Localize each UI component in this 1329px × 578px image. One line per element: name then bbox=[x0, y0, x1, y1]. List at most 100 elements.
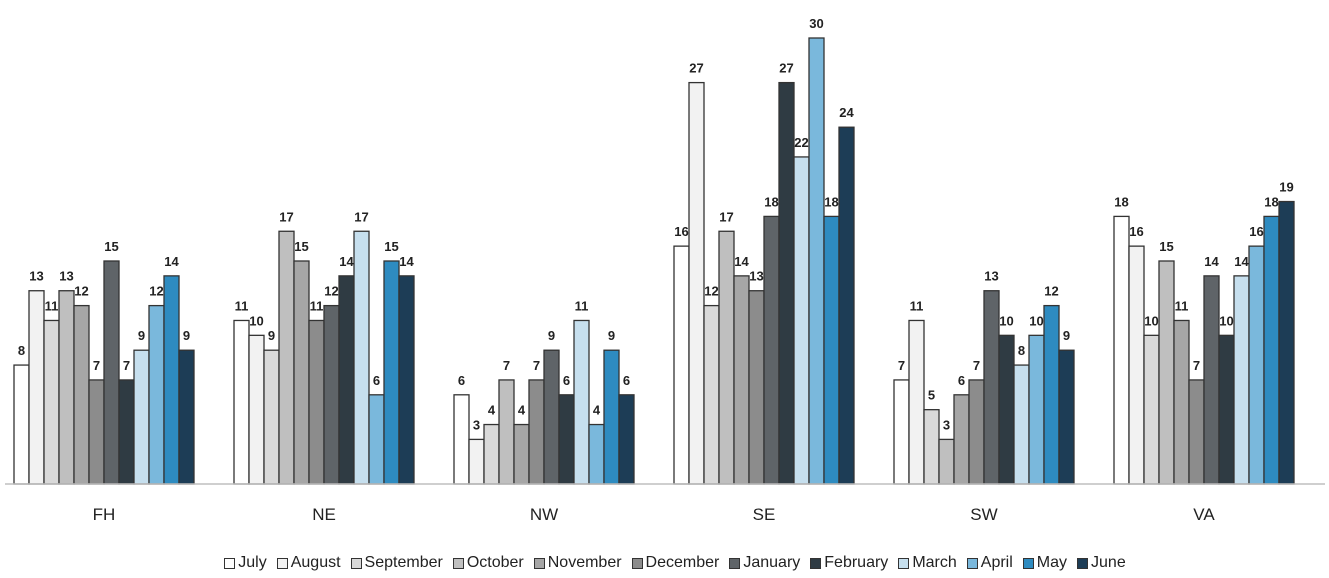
data-label-fh-may: 14 bbox=[164, 254, 179, 269]
data-label-sw-april: 10 bbox=[1029, 313, 1043, 328]
bar-fh-may bbox=[163, 275, 180, 485]
data-label-sw-september: 5 bbox=[928, 388, 935, 403]
category-label-va: VA bbox=[1193, 505, 1215, 524]
legend-swatch bbox=[898, 557, 910, 569]
bar-sw-july bbox=[893, 379, 910, 485]
legend-label: December bbox=[645, 554, 720, 571]
legend-label: October bbox=[466, 554, 524, 571]
bar-ne-october bbox=[278, 230, 295, 485]
data-label-nw-december: 7 bbox=[533, 358, 540, 373]
legend-swatch bbox=[1077, 557, 1089, 569]
data-label-sw-august: 11 bbox=[910, 298, 924, 313]
data-label-va-may: 18 bbox=[1264, 194, 1278, 209]
data-label-va-february: 10 bbox=[1219, 313, 1233, 328]
legend-swatch bbox=[966, 557, 978, 569]
bar-se-february bbox=[778, 81, 795, 485]
bar-va-february bbox=[1218, 334, 1235, 485]
bar-ne-july bbox=[233, 319, 250, 485]
legend-swatch bbox=[224, 557, 236, 569]
bar-ne-june bbox=[398, 275, 415, 485]
data-label-va-october: 15 bbox=[1159, 239, 1173, 254]
legend-item-may: May bbox=[1022, 554, 1067, 572]
data-label-nw-march: 11 bbox=[575, 298, 589, 313]
legend-item-september: September bbox=[350, 554, 443, 572]
legend-item-march: March bbox=[898, 554, 957, 572]
data-label-ne-june: 14 bbox=[399, 254, 414, 269]
data-label-sw-march: 8 bbox=[1018, 343, 1025, 358]
legend-item-july: July bbox=[224, 554, 267, 572]
bar-nw-december bbox=[528, 379, 545, 485]
bar-sw-january bbox=[983, 290, 1000, 485]
bar-ne-march bbox=[353, 230, 370, 485]
data-label-fh-june: 9 bbox=[183, 328, 190, 343]
bar-ne-april bbox=[368, 394, 385, 485]
legend-item-february: February bbox=[810, 554, 888, 572]
bar-se-january bbox=[763, 215, 780, 485]
bar-nw-august bbox=[468, 438, 485, 485]
data-label-va-august: 16 bbox=[1129, 224, 1143, 239]
legend-item-june: June bbox=[1077, 554, 1126, 572]
data-label-nw-october: 7 bbox=[503, 358, 510, 373]
legend-swatch bbox=[350, 557, 362, 569]
bar-va-january bbox=[1203, 275, 1220, 485]
data-label-ne-april: 6 bbox=[373, 373, 380, 388]
bar-fh-february bbox=[118, 379, 135, 485]
data-label-nw-july: 6 bbox=[458, 373, 465, 388]
data-label-va-july: 18 bbox=[1114, 194, 1128, 209]
data-label-fh-september: 11 bbox=[45, 298, 59, 313]
bar-nw-november bbox=[513, 423, 530, 485]
bar-ne-january bbox=[323, 304, 340, 485]
category-label-nw: NW bbox=[530, 505, 558, 524]
data-label-se-october: 17 bbox=[719, 209, 733, 224]
data-label-nw-february: 6 bbox=[563, 373, 570, 388]
bar-fh-july bbox=[13, 364, 30, 485]
bar-sw-september bbox=[923, 409, 940, 485]
data-label-se-january: 18 bbox=[764, 194, 778, 209]
bar-nw-july bbox=[453, 394, 470, 485]
data-label-se-september: 12 bbox=[704, 284, 718, 299]
legend-item-october: October bbox=[452, 554, 524, 572]
data-label-sw-july: 7 bbox=[898, 358, 905, 373]
category-label-sw: SW bbox=[970, 505, 997, 524]
value-labels-layer: 8131113127157912149111091715111214176151… bbox=[18, 16, 1294, 432]
data-label-fh-october: 13 bbox=[59, 269, 73, 284]
data-label-sw-february: 10 bbox=[999, 313, 1013, 328]
bar-va-july bbox=[1113, 215, 1130, 485]
data-label-ne-december: 11 bbox=[310, 298, 324, 313]
legend-label: November bbox=[547, 554, 622, 571]
legend-swatch bbox=[631, 557, 643, 569]
legend-item-april: April bbox=[966, 554, 1013, 572]
bars-layer bbox=[13, 37, 1295, 485]
bar-fh-june bbox=[178, 349, 195, 485]
data-label-fh-july: 8 bbox=[18, 343, 25, 358]
data-label-fh-february: 7 bbox=[123, 358, 130, 373]
legend-label: September bbox=[364, 554, 443, 571]
bar-va-november bbox=[1173, 319, 1190, 485]
data-label-se-april: 30 bbox=[809, 16, 823, 31]
data-label-nw-september: 4 bbox=[488, 403, 496, 418]
data-label-ne-october: 17 bbox=[279, 209, 293, 224]
data-label-se-july: 16 bbox=[674, 224, 688, 239]
data-label-va-january: 14 bbox=[1204, 254, 1219, 269]
bar-se-september bbox=[703, 304, 720, 485]
category-label-fh: FH bbox=[93, 505, 116, 524]
data-label-se-november: 14 bbox=[734, 254, 749, 269]
bar-sw-february bbox=[998, 334, 1015, 485]
data-label-se-june: 24 bbox=[839, 105, 854, 120]
bar-fh-january bbox=[103, 260, 120, 485]
data-label-fh-august: 13 bbox=[29, 269, 43, 284]
bar-sw-march bbox=[1013, 364, 1030, 485]
bar-chart: 8131113127157912149111091715111214176151… bbox=[5, 16, 1325, 524]
legend-swatch bbox=[810, 557, 822, 569]
legend-item-august: August bbox=[276, 554, 341, 572]
bar-va-december bbox=[1188, 379, 1205, 485]
bar-fh-november bbox=[73, 304, 90, 485]
data-label-fh-january: 15 bbox=[104, 239, 118, 254]
bar-se-may bbox=[823, 215, 840, 485]
bar-sw-june bbox=[1058, 349, 1075, 485]
data-label-fh-november: 12 bbox=[74, 284, 88, 299]
data-label-nw-april: 4 bbox=[593, 403, 601, 418]
data-label-ne-february: 14 bbox=[339, 254, 354, 269]
data-label-nw-may: 9 bbox=[608, 328, 615, 343]
data-label-va-november: 11 bbox=[1175, 298, 1189, 313]
